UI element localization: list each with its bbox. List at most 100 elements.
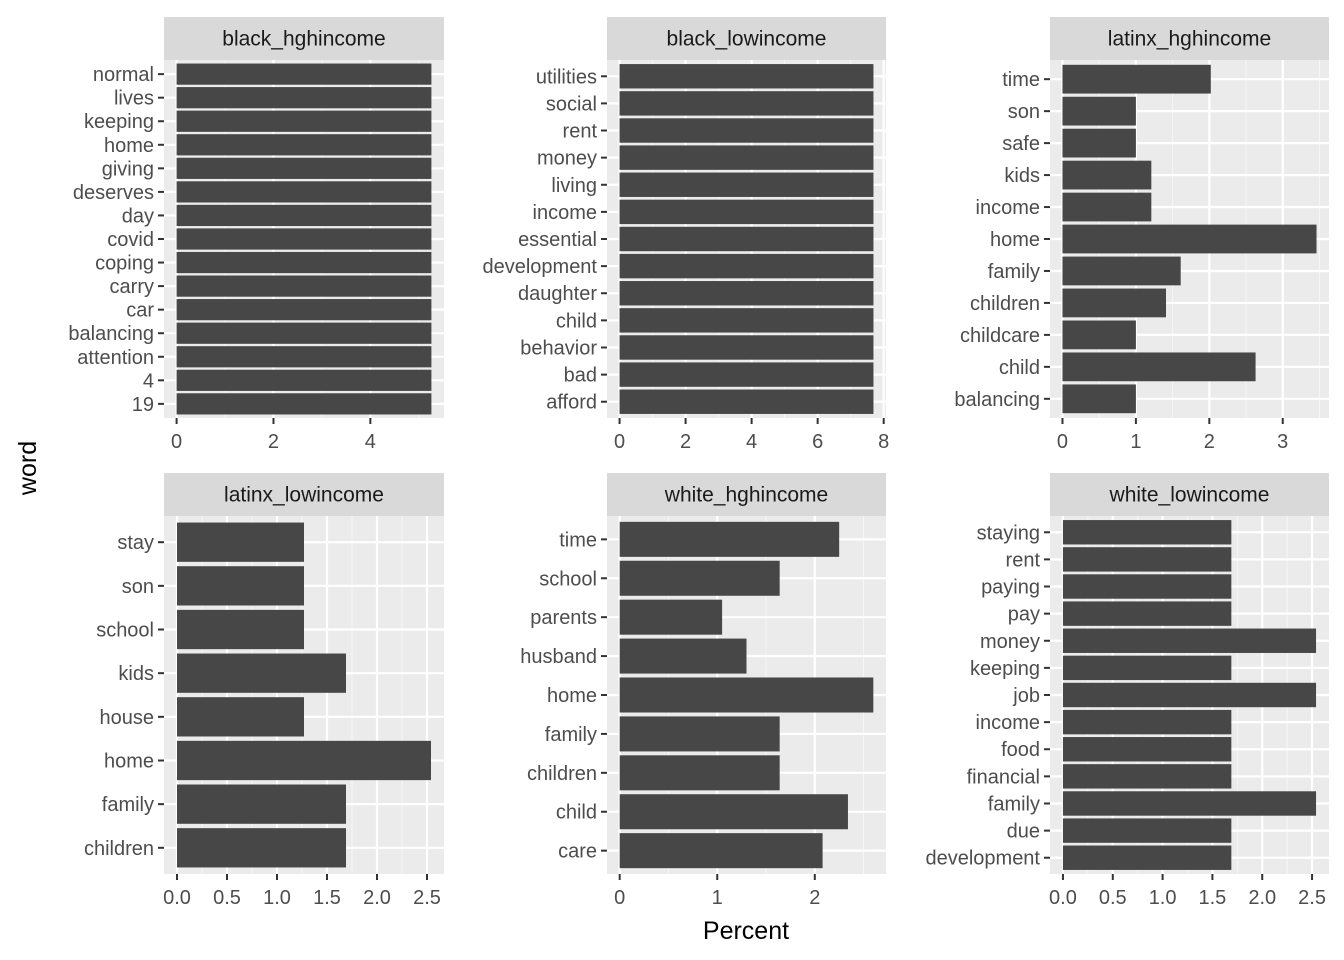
y-tick-label: food	[1001, 739, 1040, 761]
y-tick-label: keeping	[970, 658, 1040, 680]
y-tick-label: time	[1002, 69, 1040, 91]
facet-strip	[164, 473, 444, 516]
x-tick-label: 0.5	[1099, 887, 1127, 909]
facet-panels: black_hghincome194attentionbalancingcarc…	[68, 17, 1329, 909]
y-tick-label: time	[559, 529, 597, 551]
bar-rent	[1062, 547, 1232, 572]
x-axis-title: Percent	[703, 917, 789, 945]
x-tick-label: 0	[614, 431, 625, 453]
bar-development	[619, 253, 874, 279]
y-tick-label: income	[976, 712, 1040, 734]
facet-strip-label: white_lowincome	[1109, 484, 1270, 507]
bar-social	[619, 91, 874, 116]
bar-balancing	[176, 322, 432, 344]
facet-panel-latinx-lowincome: latinx_lowincome children family home house k…	[84, 473, 444, 909]
bar-children	[177, 828, 346, 868]
y-tick-label: family	[988, 261, 1040, 283]
y-tick-label: kids	[118, 663, 154, 685]
bar-income	[619, 199, 874, 225]
bar-family	[1062, 791, 1317, 816]
bar-deserves	[176, 181, 432, 203]
bar-house	[177, 697, 304, 737]
y-tick-label: children	[84, 838, 154, 860]
y-tick-label: behavior	[520, 337, 597, 359]
bar-children	[619, 755, 780, 791]
bar-keeping	[1062, 655, 1232, 681]
bar-job	[1062, 682, 1317, 708]
bar-husband	[619, 638, 747, 674]
y-tick-label: normal	[93, 64, 154, 86]
y-tick-label: family	[102, 794, 154, 816]
y-tick-label: pay	[1008, 604, 1040, 626]
x-tick-label: 2.5	[1298, 887, 1326, 909]
bar-family	[619, 716, 780, 752]
bar-car	[176, 299, 432, 321]
bar-school	[619, 560, 780, 596]
y-tick-label: lives	[114, 88, 154, 110]
y-tick-label: income	[533, 202, 597, 224]
y-tick-label: 19	[132, 394, 154, 416]
bar-son	[177, 566, 304, 606]
y-tick-label: afford	[546, 392, 597, 414]
y-tick-label: daughter	[518, 283, 597, 305]
bar-day	[176, 204, 432, 227]
y-tick-label: paying	[981, 577, 1040, 599]
y-tick-label: development	[482, 256, 597, 278]
bar-time	[619, 521, 840, 557]
x-tick-label: 2.5	[413, 887, 441, 909]
facet-panel-black-hghincome: black_hghincome194attentionbalancingcarc…	[68, 17, 444, 453]
bar-giving	[176, 157, 432, 179]
bar-child	[619, 794, 848, 830]
bar-children	[1062, 288, 1167, 318]
bar-19	[176, 393, 432, 415]
y-tick-label: 4	[143, 370, 154, 392]
y-tick-label: rent	[563, 121, 598, 143]
y-tick-label: job	[1012, 685, 1040, 707]
y-tick-label: husband	[520, 646, 597, 668]
y-tick-label: balancing	[68, 323, 154, 345]
bar-home	[176, 134, 432, 156]
y-tick-label: deserves	[73, 182, 154, 204]
x-tick-label: 1.5	[1199, 887, 1227, 909]
x-tick-label: 6	[812, 431, 823, 453]
bar-due	[1062, 818, 1232, 843]
y-tick-label: home	[990, 229, 1040, 251]
x-tick-label: 2	[680, 431, 691, 453]
bar-living	[619, 172, 874, 197]
bar-utilities	[619, 64, 874, 89]
y-tick-label: child	[556, 310, 597, 332]
bar-behavior	[619, 335, 874, 360]
y-tick-label: rent	[1006, 549, 1041, 571]
facet-strip	[607, 473, 886, 516]
x-tick-label: 1.0	[263, 887, 291, 909]
bar-paying	[1062, 574, 1232, 599]
bar-carry	[176, 275, 432, 297]
y-tick-label: stay	[117, 532, 154, 554]
facet-strip	[164, 17, 444, 60]
bar-stay	[177, 522, 304, 562]
bar-rent	[619, 118, 874, 143]
bar-pay	[1062, 601, 1232, 626]
bar-income	[1062, 192, 1152, 222]
y-tick-label: keeping	[84, 111, 154, 133]
y-tick-label: home	[104, 750, 154, 772]
bar-essential	[619, 226, 874, 252]
bar-keeping	[176, 110, 432, 132]
bar-kids	[1062, 160, 1152, 190]
bar-food	[1062, 737, 1232, 762]
bar-home	[619, 677, 874, 713]
y-tick-label: living	[551, 175, 597, 197]
y-tick-label: staying	[977, 522, 1040, 544]
x-tick-label: 4	[746, 431, 757, 453]
y-tick-label: income	[976, 197, 1040, 219]
bar-child	[1062, 352, 1256, 382]
bar-daughter	[619, 281, 874, 306]
x-tick-label: 0.0	[163, 887, 191, 909]
y-tick-label: home	[547, 685, 597, 707]
y-tick-label: attention	[77, 347, 154, 369]
x-tick-label: 2.0	[363, 887, 391, 909]
bar-family	[1062, 256, 1181, 286]
facet-panel-white-lowincome: white_lowincome development due family finan…	[925, 473, 1329, 909]
y-tick-label: children	[527, 763, 597, 785]
